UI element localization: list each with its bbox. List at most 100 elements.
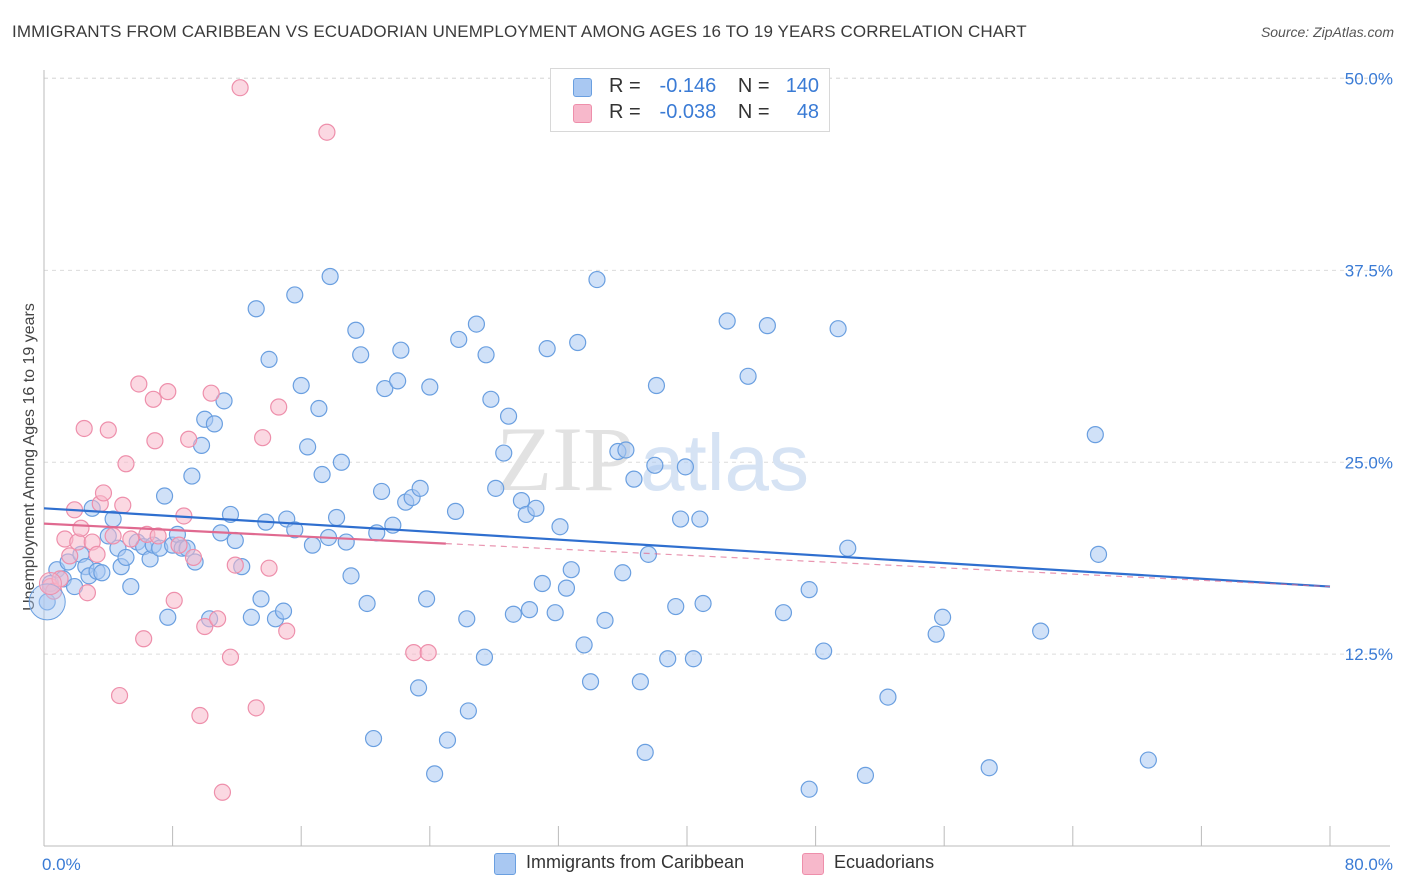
point-caribbean bbox=[327, 508, 346, 527]
bottom-legend-label-caribbean: Immigrants from Caribbean bbox=[526, 852, 745, 872]
point-ecuadorian bbox=[202, 384, 220, 402]
point-caribbean bbox=[575, 636, 593, 654]
point-ecuadorian bbox=[114, 496, 132, 514]
point-caribbean bbox=[421, 378, 439, 396]
point-caribbean bbox=[487, 479, 505, 497]
point-caribbean bbox=[499, 407, 518, 425]
legend-text-caribbean: R = -0.146 N = 140 bbox=[609, 75, 819, 98]
point-caribbean bbox=[684, 650, 703, 668]
point-caribbean bbox=[226, 531, 244, 550]
point-caribbean bbox=[551, 518, 569, 536]
point-caribbean bbox=[815, 642, 833, 660]
point-caribbean bbox=[252, 590, 270, 608]
point-caribbean bbox=[646, 456, 664, 474]
point-ecuadorian bbox=[122, 530, 140, 548]
point-ecuadorian bbox=[130, 375, 148, 393]
point-ecuadorian bbox=[196, 617, 214, 636]
y-tick-label: 37.5% bbox=[1345, 261, 1393, 280]
point-caribbean bbox=[364, 729, 383, 748]
point-caribbean bbox=[183, 467, 201, 485]
point-caribbean bbox=[691, 510, 709, 528]
point-ecuadorian bbox=[405, 643, 423, 662]
point-caribbean bbox=[588, 270, 606, 289]
legend-n-label: N = bbox=[737, 101, 770, 123]
legend-r-value: -0.146 bbox=[659, 75, 717, 97]
point-ecuadorian bbox=[99, 421, 117, 439]
point-ecuadorian bbox=[260, 559, 278, 577]
point-caribbean bbox=[800, 780, 818, 798]
point-caribbean bbox=[614, 564, 632, 582]
stats-legend: R = -0.146 N = 140 R = -0.038 N = 48 bbox=[550, 68, 830, 132]
point-ecuadorian bbox=[221, 648, 240, 666]
point-ecuadorian bbox=[159, 383, 177, 401]
point-caribbean bbox=[800, 581, 818, 599]
point-ecuadorian-cluster bbox=[38, 572, 62, 596]
point-caribbean bbox=[93, 564, 111, 582]
point-ecuadorian bbox=[184, 548, 203, 567]
point-caribbean bbox=[927, 625, 945, 643]
trend-line-ecuadorian bbox=[43, 522, 446, 545]
legend-r-label: R = bbox=[609, 75, 641, 97]
point-ecuadorian bbox=[270, 398, 288, 416]
point-caribbean bbox=[372, 482, 391, 501]
point-caribbean bbox=[242, 608, 260, 626]
point-caribbean bbox=[458, 610, 476, 628]
point-caribbean bbox=[495, 444, 513, 462]
x-tick-label: 0.0% bbox=[42, 855, 81, 874]
point-caribbean bbox=[1139, 751, 1157, 769]
point-caribbean bbox=[856, 766, 875, 784]
point-caribbean bbox=[758, 317, 776, 335]
point-caribbean bbox=[310, 399, 328, 418]
point-caribbean bbox=[527, 499, 545, 517]
point-ecuadorian bbox=[419, 643, 437, 662]
point-caribbean bbox=[647, 376, 666, 395]
bottom-legend-swatch-ecuadorians bbox=[802, 853, 824, 875]
point-ecuadorian bbox=[247, 699, 265, 717]
point-ecuadorian bbox=[135, 630, 153, 648]
point-ecuadorian bbox=[231, 79, 249, 97]
point-caribbean bbox=[205, 415, 223, 433]
point-caribbean bbox=[659, 650, 677, 668]
point-ecuadorian bbox=[146, 432, 164, 450]
point-ecuadorian bbox=[144, 390, 162, 408]
point-ecuadorian bbox=[110, 686, 129, 705]
point-caribbean bbox=[639, 545, 658, 563]
trend-lines bbox=[43, 507, 1331, 588]
point-caribbean bbox=[933, 608, 952, 626]
point-ecuadorian bbox=[209, 610, 227, 628]
point-caribbean bbox=[376, 379, 394, 398]
point-caribbean bbox=[409, 679, 428, 697]
point-caribbean bbox=[286, 521, 304, 539]
legend-r-label: R = bbox=[609, 101, 641, 123]
point-ecuadorian bbox=[278, 622, 296, 640]
point-caribbean bbox=[459, 702, 477, 720]
point-caribbean bbox=[667, 597, 685, 616]
y-tick-label: 12.5% bbox=[1345, 645, 1393, 664]
point-caribbean bbox=[426, 765, 444, 783]
point-caribbean bbox=[159, 608, 177, 626]
point-caribbean bbox=[313, 465, 331, 484]
source-credit: Source: ZipAtlas.com bbox=[1260, 24, 1394, 40]
point-caribbean bbox=[676, 458, 694, 476]
point-caribbean bbox=[337, 533, 355, 551]
legend-r-value: -0.038 bbox=[659, 101, 717, 123]
bottom-legend-swatch-caribbean bbox=[494, 853, 516, 875]
point-caribbean bbox=[347, 321, 365, 339]
point-ecuadorian bbox=[75, 419, 93, 438]
legend-text-ecuadorians: R = -0.038 N = 48 bbox=[609, 101, 819, 124]
point-ecuadorian bbox=[117, 455, 135, 473]
point-caribbean bbox=[303, 536, 322, 554]
legend-n-value: 140 bbox=[785, 75, 820, 97]
point-caribbean bbox=[504, 605, 522, 623]
point-caribbean bbox=[569, 333, 587, 352]
point-caribbean bbox=[581, 673, 600, 691]
point-ecuadorian bbox=[88, 545, 106, 563]
point-caribbean bbox=[774, 604, 793, 622]
point-caribbean bbox=[475, 648, 494, 666]
tick-labels: 12.5% 25.0% 37.5% 50.0% 0.0% 80.0% bbox=[42, 70, 1393, 875]
y-tick-label: 50.0% bbox=[1345, 70, 1393, 89]
point-caribbean bbox=[352, 346, 370, 364]
point-caribbean bbox=[980, 759, 998, 777]
point-caribbean bbox=[274, 602, 293, 620]
